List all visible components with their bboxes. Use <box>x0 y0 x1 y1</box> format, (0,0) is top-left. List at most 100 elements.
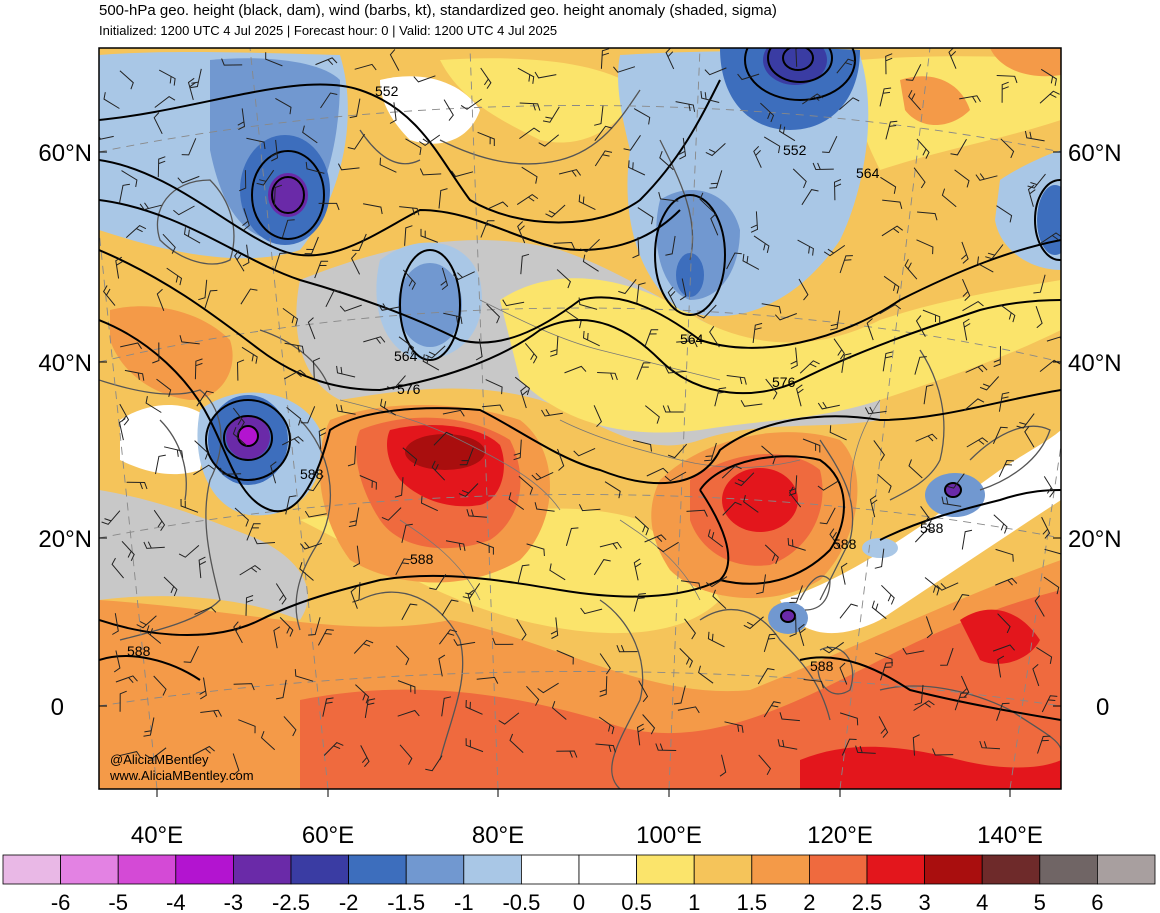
wind-barb <box>866 318 874 341</box>
wind-barb <box>339 304 362 312</box>
wind-barb <box>237 108 246 131</box>
colorbar-label: -1.5 <box>387 890 425 913</box>
wind-barb <box>954 169 970 188</box>
wind-barb <box>199 677 207 700</box>
wind-barb <box>675 101 696 112</box>
wind-barb <box>719 754 727 777</box>
tropical-hot-belt <box>300 590 1061 789</box>
wind-barb <box>526 543 545 557</box>
wind-barb <box>756 574 766 595</box>
wind-barb <box>925 616 933 639</box>
wind-barb <box>618 278 637 295</box>
wind-barb <box>475 338 483 361</box>
wind-barb <box>516 619 527 641</box>
wind-barb <box>162 233 176 254</box>
graticule <box>99 48 1061 789</box>
wind-barb <box>466 509 487 518</box>
wind-barb <box>709 326 720 348</box>
wind-barb <box>389 49 400 71</box>
wind-barb <box>707 529 724 548</box>
wind-barb <box>726 375 747 385</box>
wind-barb <box>792 168 807 189</box>
wind-barb <box>103 92 120 109</box>
wind-barb <box>758 754 772 776</box>
yellow-central-band <box>500 278 1061 433</box>
wind-barb <box>700 91 720 103</box>
wind-barb <box>743 494 759 513</box>
wind-barb <box>441 696 452 717</box>
wind-barb <box>545 204 566 218</box>
wind-barb <box>273 184 283 206</box>
wind-barb <box>869 495 878 518</box>
wind-barb <box>722 501 742 516</box>
lat-label-group: 60°N 40°N 20°N 0 60°N 40°N 20°N 0 <box>38 140 1121 721</box>
wind-barb <box>774 313 797 321</box>
wind-barb <box>440 267 449 290</box>
wind-barb <box>314 260 329 279</box>
wind-barb <box>1027 184 1036 207</box>
colorbar-swatch <box>405 854 465 885</box>
colorbar-label: -0.5 <box>502 890 540 913</box>
map-plot-area: 552 552 564 564 564 576 576 588 588 588 … <box>99 48 1061 789</box>
wind-barb <box>239 170 247 192</box>
wind-barb <box>659 151 674 171</box>
wind-barb <box>871 600 887 620</box>
wind-barb <box>777 739 798 750</box>
wind-barb <box>425 755 443 772</box>
colorbar-label: -3 <box>224 890 244 913</box>
wind-barb <box>594 125 613 141</box>
wind-barb <box>163 446 184 458</box>
wind-barb <box>841 353 852 373</box>
wind-barb <box>286 407 302 426</box>
wind-barb <box>241 346 258 364</box>
wind-barb <box>677 706 700 714</box>
wind-barb <box>878 716 889 738</box>
wind-barb <box>923 384 934 405</box>
wind-barb <box>790 347 798 370</box>
wind-barb <box>115 256 123 279</box>
wind-barb <box>516 193 539 206</box>
wind-barb <box>737 73 760 81</box>
contour-label: 576 <box>772 374 796 390</box>
wind-barb <box>787 537 806 551</box>
wind-barb <box>482 404 504 412</box>
colorbar-swatch <box>924 854 983 885</box>
wind-barb <box>531 471 554 481</box>
wind-barb <box>750 211 759 233</box>
wind-barb <box>557 448 565 471</box>
wind-barb <box>912 734 920 756</box>
pacific-warm-patches <box>800 609 1061 789</box>
wind-barb <box>953 594 970 611</box>
wind-barb <box>111 557 124 579</box>
lat-label-right: 20°N <box>1068 526 1122 553</box>
wind-barb <box>936 582 959 591</box>
wind-barb <box>551 701 567 720</box>
wind-barb <box>395 645 410 666</box>
wind-barb <box>379 157 397 173</box>
wind-barb <box>441 599 459 616</box>
wind-barb <box>556 650 574 665</box>
wind-barb <box>420 496 439 512</box>
wind-barb <box>823 244 846 257</box>
wind-barb <box>829 425 847 441</box>
wind-barb <box>353 639 374 654</box>
wind-barb <box>997 655 1005 678</box>
wind-barb <box>193 745 215 756</box>
contour-label: 576 <box>397 381 421 397</box>
wind-barb <box>633 108 651 125</box>
wind-barb <box>874 652 893 667</box>
wind-barb <box>885 53 893 75</box>
wind-barb <box>698 665 714 684</box>
wind-barb <box>401 603 418 621</box>
tibetan-high-core <box>405 434 485 470</box>
wind-barb <box>877 473 892 493</box>
wind-barb <box>389 102 397 124</box>
wind-barb <box>198 556 207 579</box>
wind-barb <box>467 589 475 612</box>
wind-barb <box>883 275 900 294</box>
arabian-high <box>110 306 233 400</box>
wind-barb <box>281 436 304 446</box>
wind-barb <box>322 697 334 717</box>
wind-barb <box>908 459 923 479</box>
